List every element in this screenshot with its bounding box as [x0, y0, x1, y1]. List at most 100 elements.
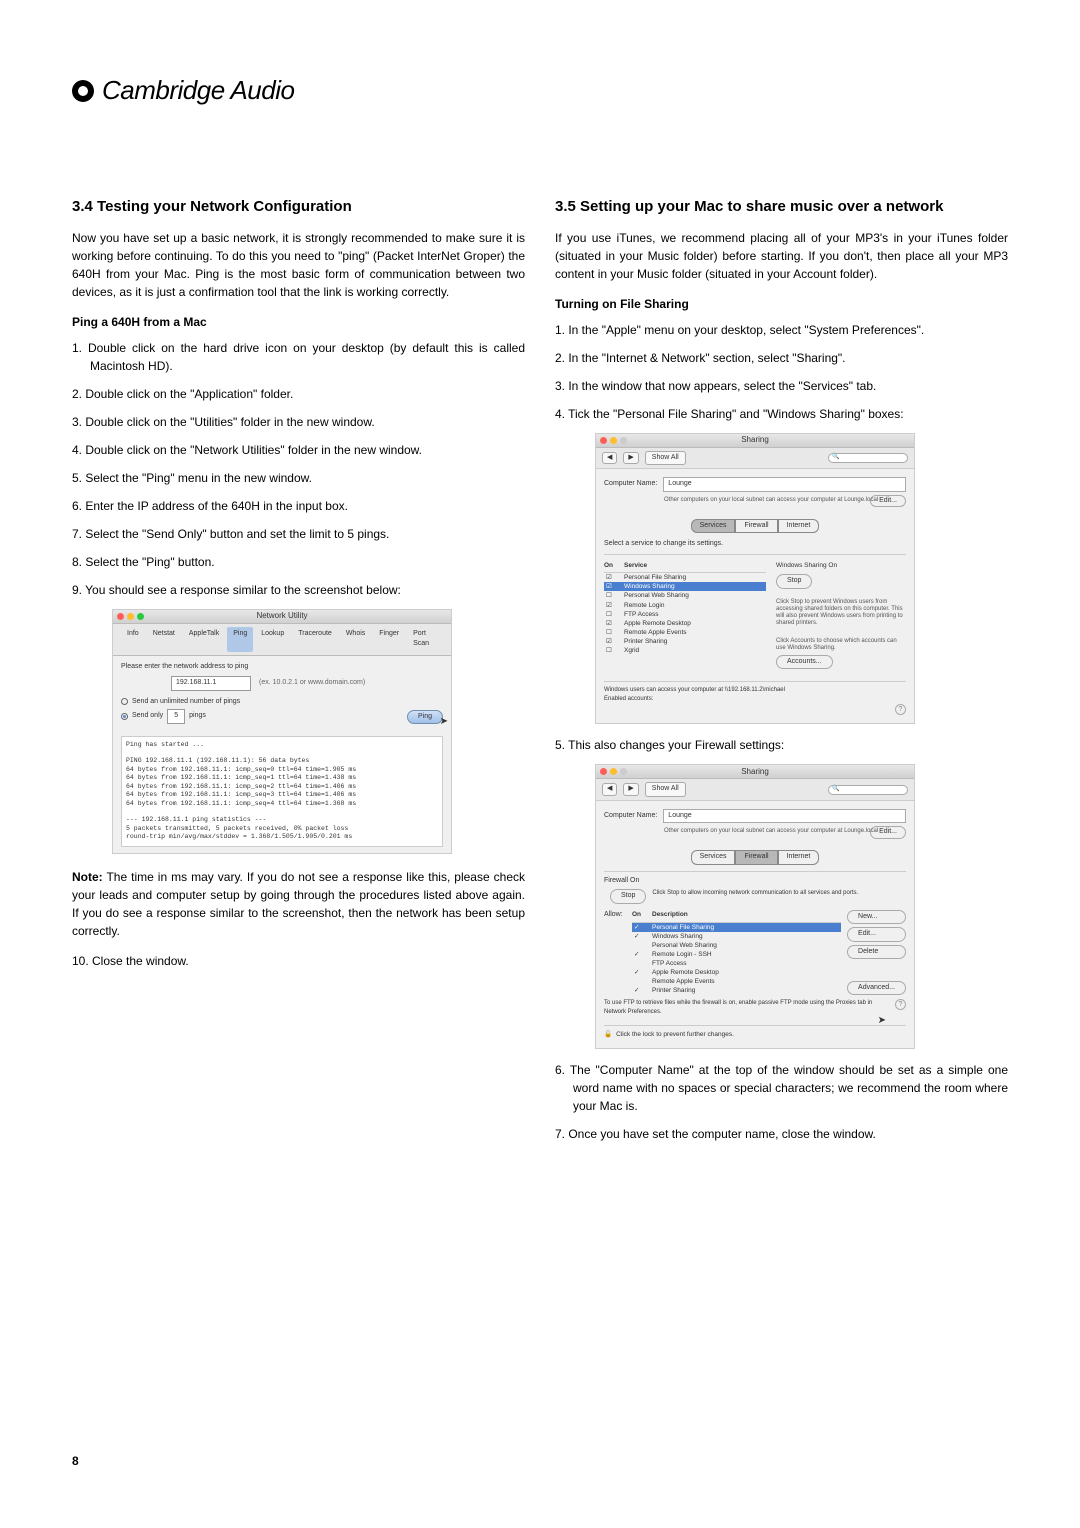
note-paragraph: Note: The time in ms may vary. If you do…: [72, 868, 525, 940]
step-3: 3. Double click on the "Utilities" folde…: [72, 413, 525, 431]
hdr-service: Service: [624, 561, 647, 571]
advanced-button: Advanced...: [847, 981, 906, 996]
figure-network-utility: Network Utility Info Netstat AppleTalk P…: [112, 609, 452, 854]
delete-button: Delete: [847, 945, 906, 960]
firewall-stop-note: Click Stop to allow incoming network com…: [652, 889, 906, 898]
ping-subheading: Ping a 640H from a Mac: [72, 313, 525, 331]
ip-input: 192.168.11.1: [171, 676, 251, 691]
r-step-7: 7. Once you have set the computer name, …: [555, 1125, 1008, 1143]
check-xgrid: ☐: [604, 646, 624, 655]
tab-lookup: Lookup: [255, 627, 290, 652]
window-title: Sharing: [741, 434, 769, 446]
forward-button: ▶: [623, 452, 638, 465]
section-3-4-intro: Now you have set up a basic network, it …: [72, 229, 525, 301]
section-3-5-intro: If you use iTunes, we recommend placing …: [555, 229, 1008, 283]
minimize-icon: [127, 613, 134, 620]
tab-finger: Finger: [373, 627, 405, 652]
ftp-note: To use FTP to retrieve files while the f…: [604, 999, 895, 1017]
r-step-4: 4. Tick the "Personal File Sharing" and …: [555, 405, 1008, 423]
radio-sendonly-label-a: Send only: [132, 711, 163, 722]
check-ftp: ☐: [604, 610, 624, 619]
fw-check-pws: [632, 941, 652, 950]
search-field: [828, 785, 908, 795]
ping-button: Ping ➤: [407, 710, 443, 725]
back-button: ◀: [602, 783, 617, 796]
radio-unlimited: [121, 698, 128, 705]
window-title: Sharing: [741, 766, 769, 778]
fw-check-ftp: [632, 959, 652, 968]
fw-check-rl: ✓: [632, 950, 652, 959]
figure-sharing-services: Sharing ◀ ▶ Show All Computer Name: Loun…: [595, 433, 915, 725]
side-title: Windows Sharing On: [776, 561, 906, 571]
left-column: 3.4 Testing your Network Configuration N…: [72, 196, 525, 1153]
radio-unlimited-label: Send an unlimited number of pings: [132, 697, 240, 708]
svc-xgrid: Xgrid: [624, 646, 639, 655]
svc-ws: Windows Sharing: [624, 582, 675, 591]
computer-name-field: Lounge: [663, 809, 906, 824]
zoom-icon: [620, 437, 627, 444]
step-8: 8. Select the "Ping" button.: [72, 553, 525, 571]
lock-text: Click the lock to prevent further change…: [616, 1030, 734, 1040]
fw-check-pfs: ✓: [632, 923, 652, 932]
r-step-3: 3. In the window that now appears, selec…: [555, 377, 1008, 395]
check-pws: ☐: [604, 591, 624, 600]
select-service-label: Select a service to change its settings.: [604, 539, 906, 550]
svc-ftp: FTP Access: [624, 610, 659, 619]
subnet-text: Other computers on your local subnet can…: [664, 827, 906, 836]
footer-enabled: Enabled accounts:: [604, 695, 906, 704]
side-note-1: Click Stop to prevent Windows users from…: [776, 599, 906, 628]
fw-pfs: Personal File Sharing: [652, 923, 714, 932]
seg-internet: Internet: [778, 519, 820, 534]
minimize-icon: [610, 768, 617, 775]
help-icon: ?: [895, 704, 906, 715]
lock-icon: 🔓: [604, 1030, 612, 1040]
ping-prompt: Please enter the network address to ping: [121, 662, 443, 673]
step-2: 2. Double click on the "Application" fol…: [72, 385, 525, 403]
footer-access: Windows users can access your computer a…: [604, 686, 906, 695]
r-step-5: 5. This also changes your Firewall setti…: [555, 736, 1008, 754]
firewall-on: Firewall On: [604, 876, 906, 887]
radio-sendonly: [121, 713, 128, 720]
ping-output: Ping has started ... PING 192.168.11.1 (…: [121, 736, 443, 847]
svc-pws: Personal Web Sharing: [624, 591, 689, 600]
step-4: 4. Double click on the "Network Utilitie…: [72, 441, 525, 459]
seg-services: Services: [691, 519, 736, 534]
tab-whois: Whois: [340, 627, 371, 652]
tab-info: Info: [121, 627, 145, 652]
figure-sharing-firewall: Sharing ◀ ▶ Show All Computer Name: Loun…: [595, 764, 915, 1049]
subnet-text: Other computers on your local subnet can…: [664, 496, 906, 505]
step-9: 9. You should see a response similar to …: [72, 581, 525, 599]
step-1: 1. Double click on the hard drive icon o…: [72, 339, 525, 375]
computer-name-label: Computer Name:: [604, 811, 657, 822]
fw-rl: Remote Login - SSH: [652, 950, 712, 959]
tab-portscan: Port Scan: [407, 627, 443, 652]
svc-ard: Apple Remote Desktop: [624, 619, 691, 628]
fw-check-ps: ✓: [632, 986, 652, 995]
close-icon: [117, 613, 124, 620]
hdr-on: On: [632, 910, 652, 920]
close-icon: [600, 437, 607, 444]
right-column: 3.5 Setting up your Mac to share music o…: [555, 196, 1008, 1153]
seg-firewall: Firewall: [735, 519, 777, 534]
close-icon: [600, 768, 607, 775]
show-all-button: Show All: [645, 451, 686, 466]
check-ps: ☑: [604, 637, 624, 646]
filesharing-subheading: Turning on File Sharing: [555, 295, 1008, 313]
tab-traceroute: Traceroute: [292, 627, 338, 652]
fw-rae: Remote Apple Events: [652, 977, 715, 986]
svc-rl: Remote Login: [624, 601, 664, 610]
computer-name-field: Lounge: [663, 477, 906, 492]
seg-services: Services: [691, 850, 736, 865]
r-step-6: 6. The "Computer Name" at the top of the…: [555, 1061, 1008, 1115]
r-step-1: 1. In the "Apple" menu on your desktop, …: [555, 321, 1008, 339]
fw-ard: Apple Remote Desktop: [652, 968, 719, 977]
step-5: 5. Select the "Ping" menu in the new win…: [72, 469, 525, 487]
back-button: ◀: [602, 452, 617, 465]
help-icon: ?: [895, 999, 906, 1010]
cursor-icon: ➤: [440, 714, 448, 729]
fw-ftp: FTP Access: [652, 959, 687, 968]
svc-pfs: Personal File Sharing: [624, 573, 686, 582]
seg-firewall: Firewall: [735, 850, 777, 865]
logo-icon: [72, 80, 94, 102]
radio-sendonly-label-b: pings: [189, 711, 206, 722]
